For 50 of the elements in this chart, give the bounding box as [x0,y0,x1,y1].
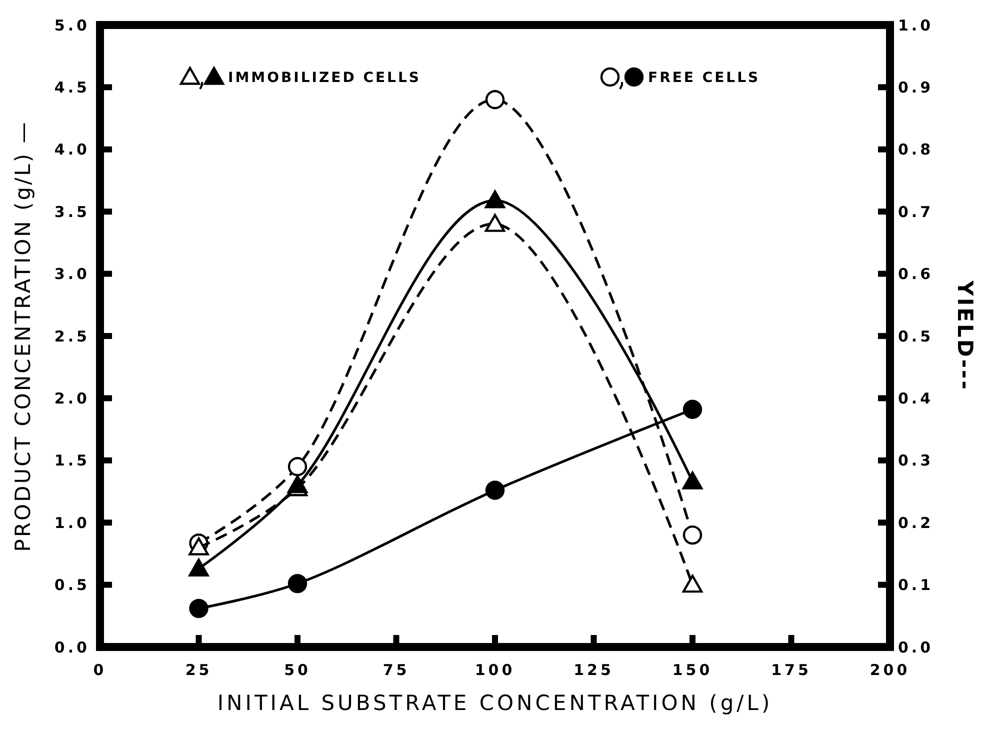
y2-tick-label: 0.0 [898,638,934,656]
legend-label: IMMOBILIZED CELLS [228,70,421,86]
y-tick-label: 5.0 [54,16,90,34]
y-tick-label: 4.5 [54,78,90,96]
point [485,90,505,110]
x-tick-label: 0 [93,661,107,679]
x-tick-label: 200 [870,661,910,679]
y-tick-label: 1.5 [54,452,90,470]
point [484,214,506,232]
y-tick-label: 1.0 [54,514,90,532]
y2-tick-label: 1.0 [898,16,934,34]
point [682,574,703,593]
y-axis-title: PRODUCT CONCENTRATION (g/L) — [11,120,35,552]
point [288,574,308,594]
point [682,471,703,490]
point [484,190,506,208]
point [287,475,308,494]
y-tick-label: 3.0 [54,265,90,284]
y2-tick-label: 0.5 [898,327,934,346]
point [189,598,208,618]
y-tick-label: 2.5 [54,327,90,346]
y-tick-label: 4.0 [54,140,90,159]
point [682,525,702,545]
x-tick-label: 25 [185,661,212,679]
y2-tick-label: 0.1 [898,576,934,594]
y2-tick-label: 0.4 [898,389,934,408]
point [485,480,505,500]
y-tick-label: 3.5 [54,202,90,221]
y-tick-label: 0.0 [54,638,90,656]
x-tick-label: 175 [771,661,812,679]
y2-tick-label: 0.8 [898,140,934,159]
y-tick-label: 2.0 [54,389,90,408]
y2-tick-label: 0.9 [898,78,934,96]
x-tick-label: 125 [574,661,614,679]
y2-tick-label: 0.2 [898,514,934,532]
point [288,457,308,476]
y2-axis-title: YIELD--- [953,280,977,392]
y2-tick-label: 0.7 [898,202,934,221]
x-tick-label: 75 [382,661,410,679]
legend-label: FREE CELLS [648,70,760,86]
point [188,558,209,576]
y-tick-label: 0.5 [54,576,90,594]
x-tick-label: 50 [284,661,311,679]
point [188,537,209,556]
point [682,400,702,419]
y2-tick-label: 0.6 [898,265,934,284]
x-axis-title: INITIAL SUBSTRATE CONCENTRATION (g/L) [217,691,773,715]
x-tick-label: 150 [672,661,713,679]
x-tick-label: 100 [474,661,516,679]
y2-tick-label: 0.3 [898,452,934,470]
